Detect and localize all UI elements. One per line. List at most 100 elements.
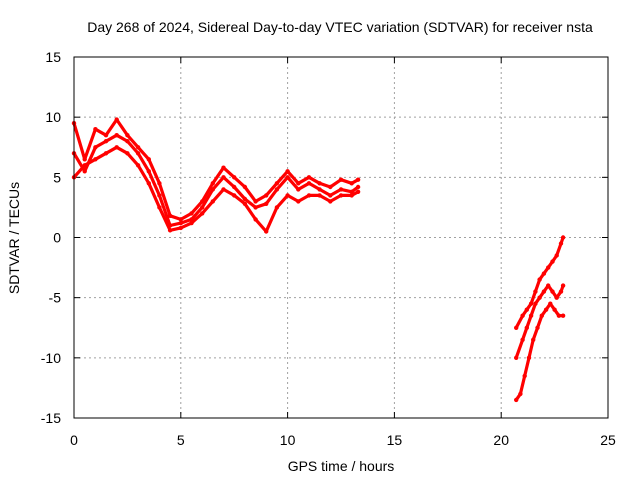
data-point: [537, 295, 542, 300]
x-tick-label: 25: [600, 432, 616, 448]
data-point: [210, 187, 215, 192]
data-point: [296, 187, 301, 192]
data-point: [232, 175, 237, 180]
x-tick-label: 0: [70, 432, 78, 448]
data-point: [125, 133, 130, 138]
data-point: [349, 189, 354, 194]
chart-title: Day 268 of 2024, Sidereal Day-to-day VTE…: [87, 19, 593, 35]
data-point: [355, 189, 361, 194]
data-point: [82, 169, 87, 174]
y-tick-label: -5: [49, 290, 62, 306]
x-tick-label: 20: [493, 432, 509, 448]
data-point: [242, 201, 248, 206]
series-track-6: [514, 302, 565, 402]
data-point: [328, 199, 333, 204]
data-point: [537, 277, 542, 282]
data-point: [533, 301, 538, 306]
data-point: [253, 217, 258, 222]
data-point: [306, 175, 312, 180]
data-point: [82, 157, 87, 162]
data-point: [210, 181, 215, 186]
y-tick-label: -15: [41, 410, 61, 426]
y-tick-label: 5: [53, 169, 61, 185]
grid: [74, 57, 608, 418]
data-point: [93, 127, 98, 132]
data-point: [103, 133, 109, 138]
data-point: [296, 199, 301, 204]
data-point: [200, 205, 205, 210]
data-point: [103, 151, 109, 156]
data-point: [296, 181, 301, 186]
data-point: [546, 283, 551, 288]
data-point: [550, 259, 555, 264]
data-point: [157, 181, 162, 186]
data-point: [550, 289, 555, 294]
data-point: [317, 181, 322, 186]
x-tick-label: 10: [280, 432, 296, 448]
data-point: [274, 181, 280, 186]
data-point: [524, 325, 529, 330]
data-point: [82, 163, 87, 168]
data-point: [178, 217, 183, 222]
data-point: [264, 229, 269, 234]
data-point: [93, 157, 98, 162]
x-tick-label: 5: [177, 432, 185, 448]
plot-frame: [73, 56, 609, 419]
data-point: [306, 193, 312, 198]
data-point: [338, 193, 344, 198]
data-point: [221, 187, 226, 192]
data-point: [274, 187, 280, 192]
data-point: [285, 169, 290, 174]
data-point: [520, 337, 525, 342]
data-point: [524, 307, 529, 312]
data-point: [125, 139, 130, 144]
data-point: [157, 193, 162, 198]
data-point: [522, 373, 527, 379]
data-point: [253, 199, 258, 204]
data-point: [210, 199, 215, 204]
data-point: [93, 145, 98, 150]
y-tick-label: 10: [45, 109, 61, 125]
y-tick-label: 0: [53, 230, 61, 246]
data-point: [221, 175, 226, 180]
data-point: [548, 301, 553, 306]
data-point: [518, 391, 523, 397]
data-point: [514, 397, 519, 403]
data-point: [355, 177, 361, 182]
data-point: [560, 235, 566, 240]
data-point: [355, 184, 361, 190]
data-point: [167, 228, 173, 233]
series-track-2: [72, 133, 360, 228]
data-point: [541, 289, 547, 294]
data-point: [221, 165, 226, 170]
data-point: [135, 163, 141, 168]
data-point: [114, 133, 119, 138]
data-point: [114, 117, 119, 122]
data-point: [232, 193, 237, 198]
data-point: [560, 313, 566, 318]
data-point: [535, 325, 540, 330]
y-axis-label: SDTVAR / TECUs: [6, 182, 22, 294]
data-point: [178, 220, 183, 226]
data-point: [514, 355, 519, 360]
data-point: [558, 241, 564, 246]
data-point: [178, 225, 183, 231]
data-point: [274, 205, 280, 210]
data-point: [242, 184, 248, 190]
data-point: [285, 193, 290, 198]
data-point: [103, 139, 109, 144]
data-point: [539, 313, 544, 318]
data-point: [306, 181, 312, 186]
data-point: [531, 337, 536, 342]
data-point: [543, 307, 549, 312]
data-point: [328, 193, 333, 198]
data-point: [317, 187, 322, 192]
data-point: [167, 213, 173, 218]
data-point: [328, 184, 333, 190]
data-point: [242, 196, 248, 202]
series-track-3: [72, 145, 360, 234]
data-point: [317, 193, 322, 198]
y-tick-label: 15: [45, 49, 61, 65]
data-point: [253, 205, 258, 210]
data-point: [560, 283, 566, 288]
